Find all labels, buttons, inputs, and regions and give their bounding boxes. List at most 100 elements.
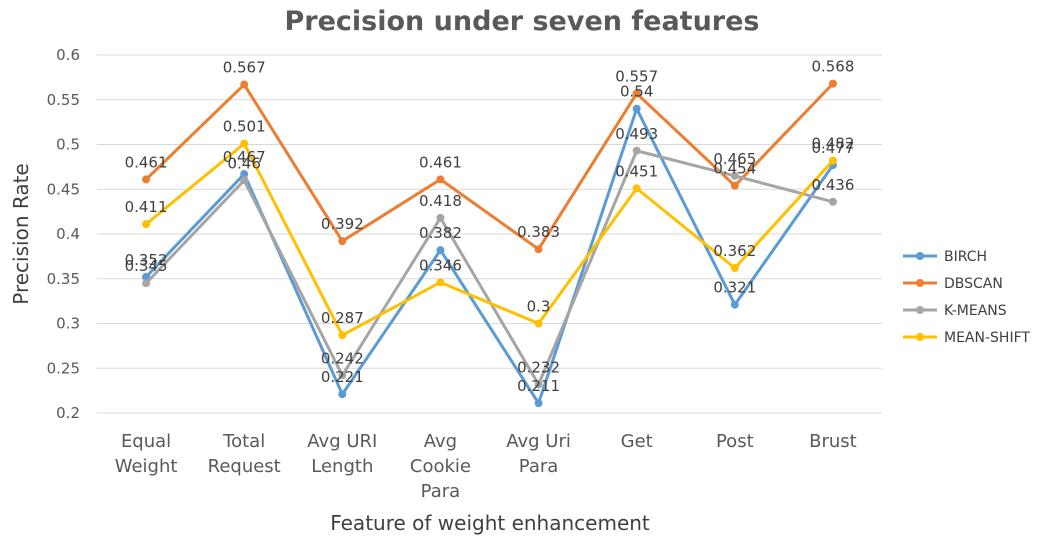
data-point <box>534 245 543 254</box>
x-category-label-line: Total <box>222 431 265 452</box>
x-category-label: Avg Cookie Para <box>410 431 471 502</box>
y-tick-label: 0.25 <box>47 359 80 377</box>
data-label: 0.345 <box>125 257 168 275</box>
x-axis-title: Feature of weight enhancement <box>330 511 650 535</box>
data-label: 0.477 <box>811 139 854 157</box>
x-category-label-line: Get <box>621 431 653 452</box>
data-label: 0.362 <box>713 242 756 260</box>
data-point <box>240 170 249 179</box>
data-point <box>240 176 249 185</box>
data-label: 0.461 <box>125 153 168 171</box>
x-category-label-line: Avg Uri <box>506 431 571 452</box>
data-label: 0.568 <box>811 58 854 76</box>
data-point <box>828 156 837 165</box>
x-category-label-line: Equal <box>121 431 171 452</box>
data-label: 0.465 <box>713 150 756 168</box>
data-label: 0.501 <box>223 118 266 136</box>
data-point <box>730 300 739 309</box>
data-label: 0.321 <box>713 279 756 297</box>
data-point <box>338 331 347 340</box>
data-label: 0.557 <box>615 67 658 85</box>
data-point <box>828 197 837 206</box>
x-category-label-line: Brust <box>809 431 857 452</box>
series-line-k-means <box>144 149 834 386</box>
data-label: 0.392 <box>321 215 364 233</box>
series-line-mean-shift <box>145 142 835 337</box>
data-point <box>436 213 445 222</box>
data-label: 0.436 <box>811 176 854 194</box>
data-label: 0.418 <box>419 192 462 210</box>
legend-marker <box>916 279 924 287</box>
legend-label: MEAN-SHIFT <box>944 330 1030 346</box>
data-point <box>142 220 151 229</box>
data-label: 0.287 <box>321 309 364 327</box>
legend-marker <box>916 252 924 260</box>
legend-item: DBSCAN <box>903 276 1003 292</box>
data-point <box>632 89 641 98</box>
data-label: 0.454 <box>713 160 756 178</box>
data-point <box>436 278 445 287</box>
data-point <box>534 399 543 408</box>
data-point <box>142 175 151 184</box>
data-label: 0.352 <box>125 251 168 269</box>
y-axis-title: Precision Rate <box>9 163 33 304</box>
x-category-label: Get <box>621 431 653 452</box>
data-label: 0.411 <box>125 198 168 216</box>
data-label: 0.383 <box>517 223 560 241</box>
data-point <box>632 184 641 193</box>
x-category-label-line: Para <box>519 456 559 477</box>
x-category-label: Avg Uri Para <box>506 431 571 477</box>
y-axis-ticks: 0.2 0.25 0.3 0.35 0.4 0.45 0.5 0.55 0.6 <box>47 46 80 422</box>
x-category-label-line: Avg URI <box>307 431 377 452</box>
data-label: 0.346 <box>419 256 462 274</box>
x-category-label-line: Request <box>208 456 281 477</box>
series-lines <box>142 79 837 408</box>
data-label: 0.221 <box>321 368 364 386</box>
data-point <box>142 279 151 288</box>
data-point <box>338 237 347 246</box>
legend-marker <box>916 306 924 314</box>
legend-item: K-MEANS <box>903 303 1007 319</box>
y-tick-label: 0.2 <box>56 404 80 422</box>
data-point <box>338 371 347 380</box>
data-label: 0.3 <box>527 298 551 316</box>
legend-label: K-MEANS <box>944 303 1007 319</box>
y-tick-label: 0.45 <box>47 180 80 198</box>
x-category-label: Equal Weight <box>115 431 178 477</box>
legend: BIRCH DBSCAN K-MEANS MEAN-SHIFT <box>903 249 1030 346</box>
chart-title: Precision under seven features <box>285 6 760 37</box>
data-label: 0.211 <box>517 377 560 395</box>
data-label: 0.54 <box>620 83 653 101</box>
y-tick-label: 0.5 <box>56 136 80 154</box>
data-labels: 0.3520.4670.2210.3820.2110.540.3210.4770… <box>125 58 855 396</box>
legend-item: MEAN-SHIFT <box>903 330 1030 346</box>
data-point <box>338 390 347 399</box>
x-axis-categories: Equal Weight Total Request Avg URI Length Avg C… <box>115 431 857 502</box>
data-label: 0.451 <box>615 162 658 180</box>
data-point <box>632 146 641 155</box>
y-tick-label: 0.55 <box>47 91 80 109</box>
data-label: 0.461 <box>419 153 462 171</box>
x-category-label-line: Length <box>311 456 373 477</box>
data-point <box>730 264 739 273</box>
x-category-label: Total Request <box>208 431 281 477</box>
data-point <box>828 79 837 88</box>
data-label: 0.232 <box>517 358 560 376</box>
y-tick-label: 0.35 <box>47 270 80 288</box>
data-label: 0.567 <box>223 59 266 77</box>
data-point <box>632 104 641 113</box>
x-category-label-line: Avg <box>424 431 457 452</box>
data-label: 0.242 <box>321 349 364 367</box>
data-label: 0.493 <box>615 125 658 143</box>
y-tick-label: 0.6 <box>56 46 80 64</box>
data-point <box>436 246 445 255</box>
x-category-label-line: Para <box>421 481 461 502</box>
x-category-label: Post <box>716 431 754 452</box>
x-category-label-line: Cookie <box>410 456 471 477</box>
legend-marker <box>916 333 924 341</box>
data-label: 0.482 <box>811 135 854 153</box>
x-category-label-line: Weight <box>115 456 178 477</box>
data-label: 0.467 <box>223 148 266 166</box>
